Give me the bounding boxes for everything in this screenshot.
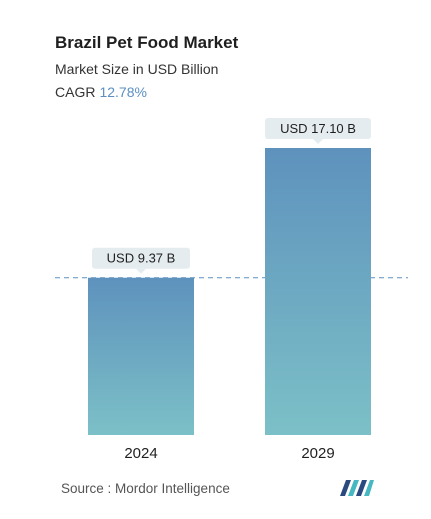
- category-label-2029: 2029: [301, 445, 334, 462]
- mordor-logo-icon: [340, 480, 374, 496]
- chart-title: Brazil Pet Food Market: [55, 33, 239, 52]
- data-label-2029: USD 17.10 B: [280, 121, 356, 136]
- data-label-pointer-2029: [313, 139, 323, 144]
- category-label-2024: 2024: [124, 445, 157, 462]
- cagr-label: CAGR: [55, 84, 96, 100]
- source-note: Source : Mordor Intelligence: [61, 481, 230, 496]
- cagr-line: CAGR 12.78%: [55, 84, 147, 100]
- data-label-bg-2024: [92, 247, 190, 269]
- bar-2024: [88, 277, 194, 435]
- data-label-bg-2029: [265, 118, 371, 139]
- cagr-value: 12.78%: [99, 84, 147, 100]
- bar-2029: [265, 148, 371, 435]
- chart-subtitle: Market Size in USD Billion: [55, 61, 219, 77]
- data-label-pointer-2024: [136, 268, 146, 274]
- data-label-2024: USD 9.37 B: [107, 251, 176, 266]
